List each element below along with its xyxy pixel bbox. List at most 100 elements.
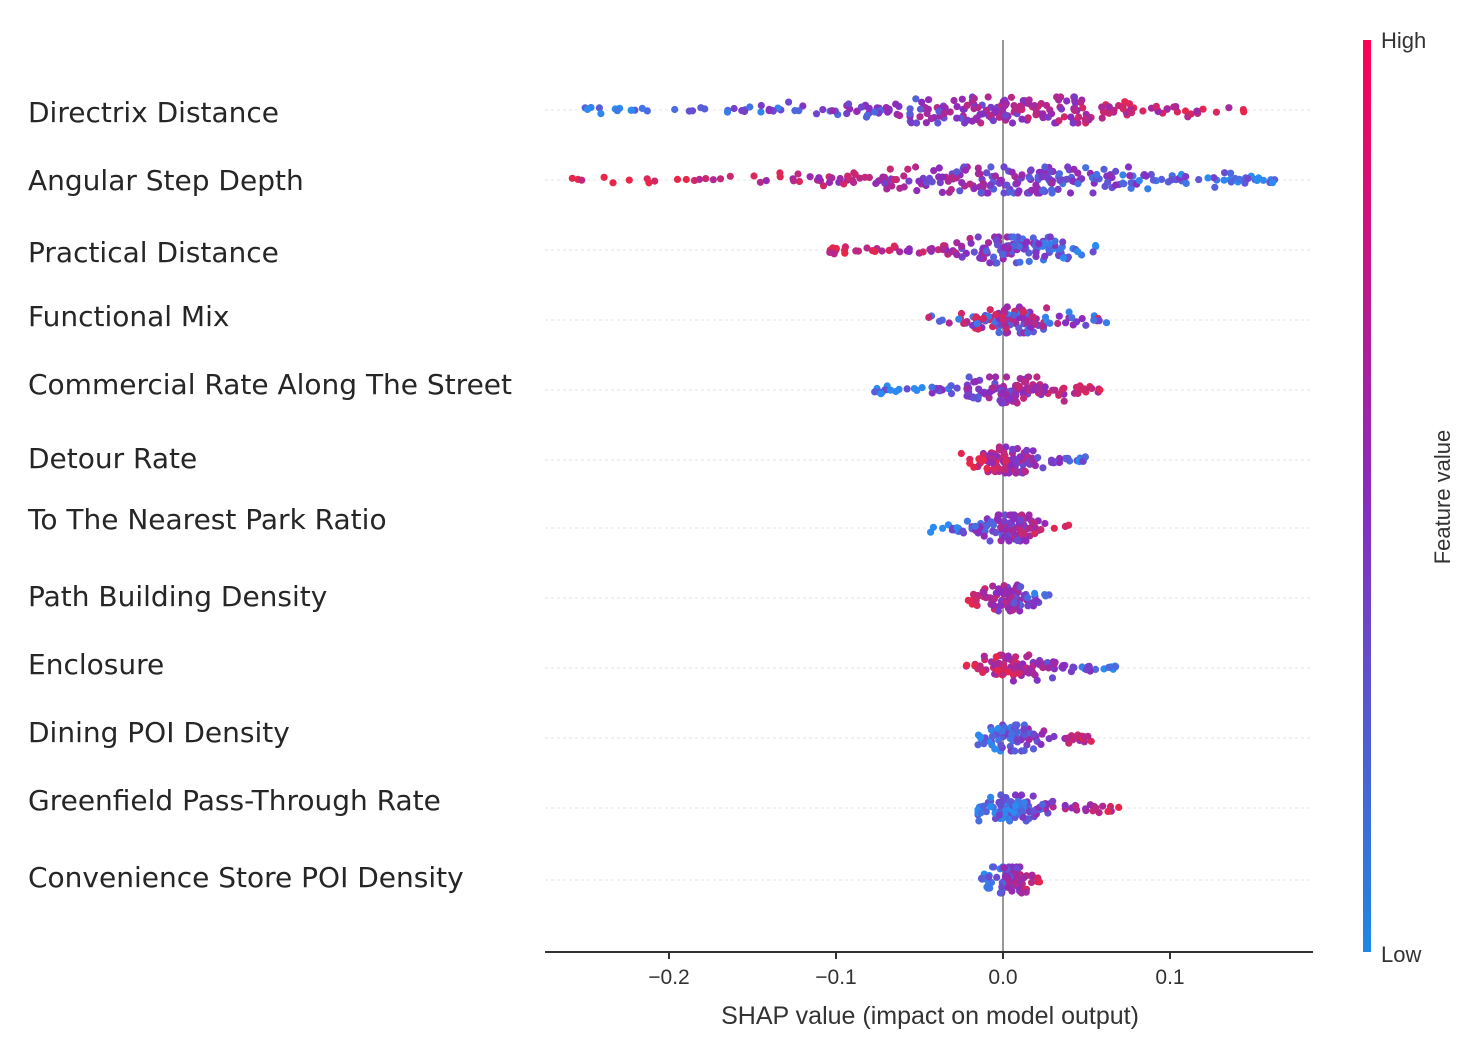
shap-point	[1039, 322, 1047, 330]
shap-point	[1227, 169, 1235, 177]
shap-point	[916, 113, 924, 121]
shap-point	[791, 107, 799, 115]
shap-point	[1016, 607, 1024, 615]
shap-point	[1019, 813, 1027, 821]
shap-point	[1022, 378, 1030, 386]
shap-point	[986, 537, 994, 545]
shap-point	[938, 173, 947, 181]
shap-point	[1008, 119, 1017, 127]
shap-point	[1034, 454, 1042, 462]
shap-point	[695, 175, 704, 183]
shap-point	[983, 464, 991, 472]
shap-point	[953, 524, 961, 532]
shap-point	[671, 105, 679, 114]
shap-point	[795, 177, 804, 186]
shap-point	[1112, 167, 1120, 175]
shap-point	[1011, 721, 1019, 729]
shap-point	[1126, 172, 1134, 180]
shap-point	[1015, 669, 1024, 678]
shap-point	[986, 259, 994, 267]
shap-point	[1049, 797, 1057, 805]
shap-point	[1043, 304, 1051, 312]
shap-point	[1059, 254, 1067, 262]
shap-point	[1077, 98, 1085, 106]
shap-point	[958, 179, 966, 187]
shap-point	[645, 179, 653, 187]
shap-point	[1089, 189, 1097, 197]
shap-point	[906, 110, 914, 118]
shap-point	[995, 329, 1003, 337]
shap-point	[1095, 316, 1103, 325]
shap-point	[819, 106, 827, 114]
shap-point	[927, 115, 936, 123]
feature-label: Greenfield Pass-Through Rate	[28, 784, 441, 817]
shap-point	[1004, 652, 1012, 660]
shap-point	[1065, 308, 1073, 316]
shap-point	[1011, 747, 1019, 755]
shap-point	[1025, 257, 1033, 265]
shap-point	[756, 178, 765, 186]
shap-point	[1119, 171, 1127, 179]
shap-point	[1019, 97, 1027, 105]
shap-point	[990, 464, 998, 472]
shap-point	[997, 176, 1006, 184]
shap-point	[1013, 736, 1021, 744]
shap-point	[997, 523, 1005, 531]
shap-point	[967, 239, 975, 247]
shap-point	[1021, 240, 1029, 248]
shap-point	[812, 110, 821, 118]
shap-point	[600, 173, 608, 181]
shap-point	[651, 177, 659, 185]
shap-point	[1001, 466, 1009, 474]
shap-point	[1211, 183, 1219, 191]
shap-point	[996, 396, 1004, 404]
shap-point	[987, 726, 996, 734]
shap-point	[609, 179, 617, 187]
shap-point	[1115, 803, 1123, 812]
shap-point	[1008, 526, 1016, 534]
shap-point	[1006, 798, 1014, 806]
shap-point	[904, 165, 912, 173]
shap-point	[896, 112, 904, 120]
shap-point	[975, 817, 983, 825]
shap-point	[1021, 467, 1029, 475]
shap-point	[845, 100, 853, 108]
shap-point	[987, 793, 995, 801]
shap-point	[998, 388, 1006, 397]
shap-point	[1121, 98, 1129, 106]
shap-point	[1034, 874, 1042, 882]
shap-point	[1067, 113, 1075, 121]
shap-point	[1030, 102, 1039, 110]
shap-point	[1071, 105, 1079, 114]
shap-point	[963, 101, 971, 109]
shap-point	[883, 185, 891, 193]
shap-point	[1076, 382, 1084, 390]
shap-point	[1029, 386, 1037, 394]
shap-point	[1010, 808, 1018, 817]
shap-point	[1070, 93, 1079, 101]
shap-point	[870, 108, 879, 116]
shap-point	[1030, 730, 1038, 738]
shap-point	[1079, 457, 1087, 465]
shap-point	[1028, 871, 1036, 879]
shap-point	[1024, 317, 1032, 325]
shap-point	[852, 247, 860, 255]
shap-point	[1004, 883, 1012, 892]
shap-point	[975, 385, 983, 393]
shap-point	[991, 107, 999, 115]
shap-point	[1011, 801, 1020, 810]
shap-point	[1144, 185, 1152, 193]
shap-point	[1013, 179, 1021, 187]
shap-point	[977, 874, 986, 883]
shap-point	[794, 170, 802, 178]
feature-label: Angular Step Depth	[28, 164, 304, 197]
shap-point	[912, 163, 920, 171]
shap-point	[1047, 110, 1056, 118]
shap-point	[1010, 242, 1018, 250]
shap-point	[730, 104, 738, 113]
colorbar	[1363, 40, 1371, 952]
x-tick-label: 0.0	[988, 966, 1017, 989]
shap-point	[987, 600, 995, 608]
shap-point	[638, 104, 646, 112]
shap-point	[919, 248, 927, 256]
